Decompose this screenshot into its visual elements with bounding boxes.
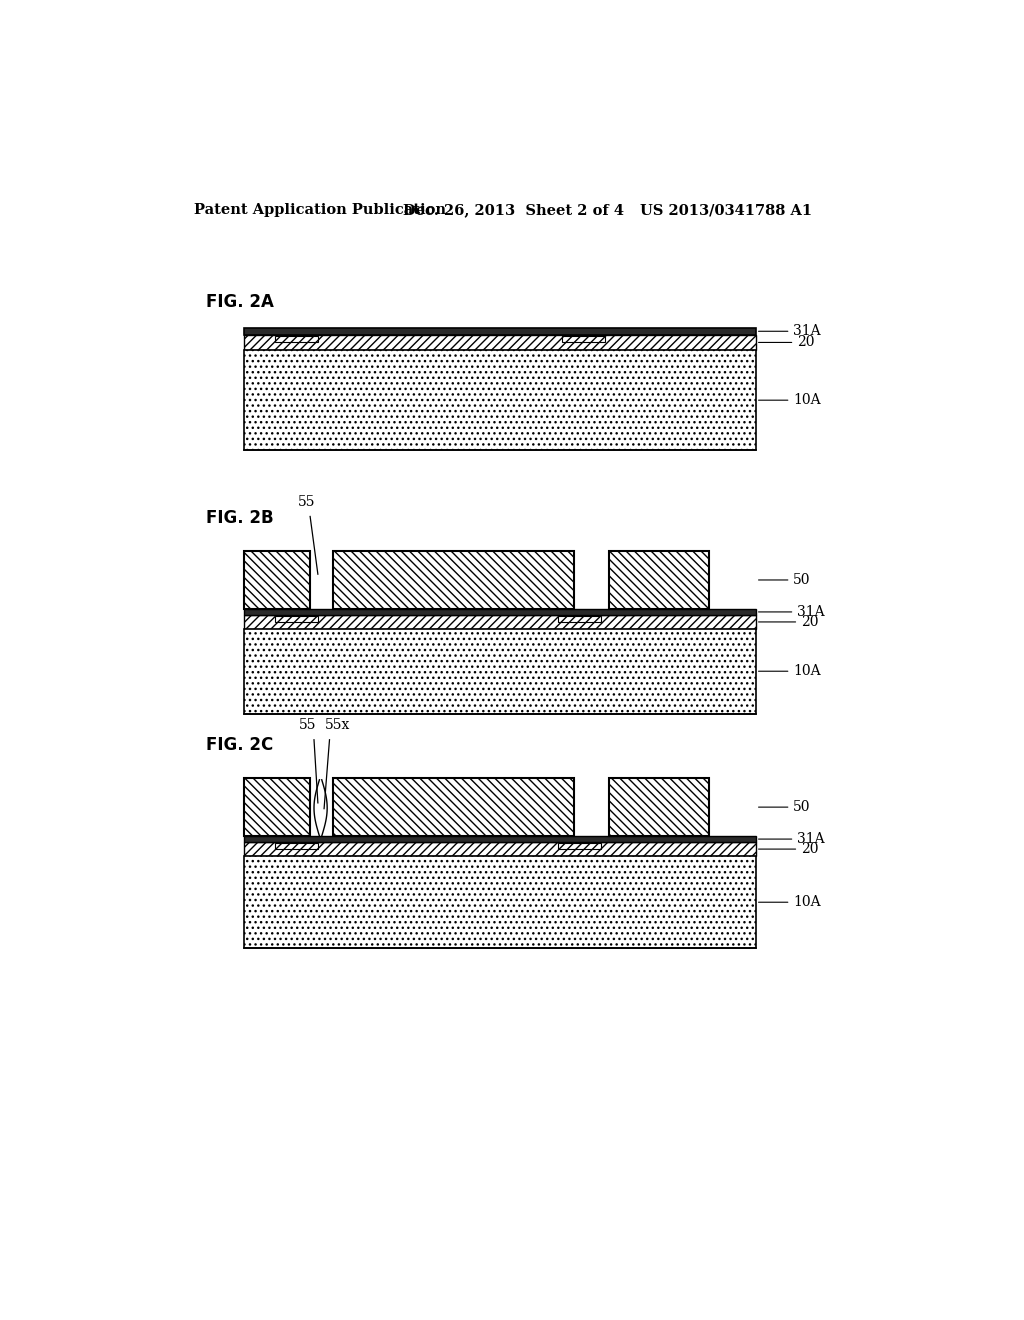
- Bar: [245, 836, 756, 842]
- Bar: [245, 857, 756, 949]
- Text: 31A: 31A: [797, 832, 824, 846]
- Bar: [245, 552, 310, 609]
- Text: 50: 50: [793, 800, 810, 814]
- Bar: [245, 615, 756, 628]
- Text: Patent Application Publication: Patent Application Publication: [194, 203, 445, 216]
- Bar: [245, 350, 756, 450]
- Text: FIG. 2B: FIG. 2B: [206, 508, 273, 527]
- Bar: [275, 335, 317, 342]
- Bar: [558, 843, 601, 849]
- Bar: [245, 779, 310, 836]
- Text: 20: 20: [801, 842, 818, 857]
- Text: 10A: 10A: [793, 664, 820, 678]
- Text: 10A: 10A: [793, 393, 820, 407]
- Text: 20: 20: [797, 335, 814, 350]
- Text: 10A: 10A: [793, 895, 820, 909]
- Bar: [245, 842, 756, 857]
- Bar: [245, 609, 756, 615]
- Bar: [334, 552, 573, 609]
- Bar: [608, 779, 710, 836]
- Bar: [275, 615, 317, 622]
- Text: 55: 55: [298, 495, 315, 508]
- Bar: [245, 628, 756, 714]
- Bar: [245, 335, 756, 350]
- Bar: [334, 779, 573, 836]
- Text: US 2013/0341788 A1: US 2013/0341788 A1: [640, 203, 812, 216]
- Text: FIG. 2C: FIG. 2C: [206, 737, 272, 754]
- Bar: [608, 552, 710, 609]
- Bar: [558, 615, 601, 622]
- Bar: [562, 335, 604, 342]
- Bar: [275, 843, 317, 849]
- Text: 55: 55: [299, 718, 316, 733]
- Text: FIG. 2A: FIG. 2A: [206, 293, 273, 312]
- Text: 31A: 31A: [797, 605, 824, 619]
- Text: 20: 20: [801, 615, 818, 628]
- Bar: [245, 327, 756, 335]
- Text: 50: 50: [793, 573, 810, 587]
- Text: Dec. 26, 2013  Sheet 2 of 4: Dec. 26, 2013 Sheet 2 of 4: [403, 203, 624, 216]
- Text: 31A: 31A: [793, 325, 820, 338]
- Text: 55x: 55x: [325, 718, 350, 733]
